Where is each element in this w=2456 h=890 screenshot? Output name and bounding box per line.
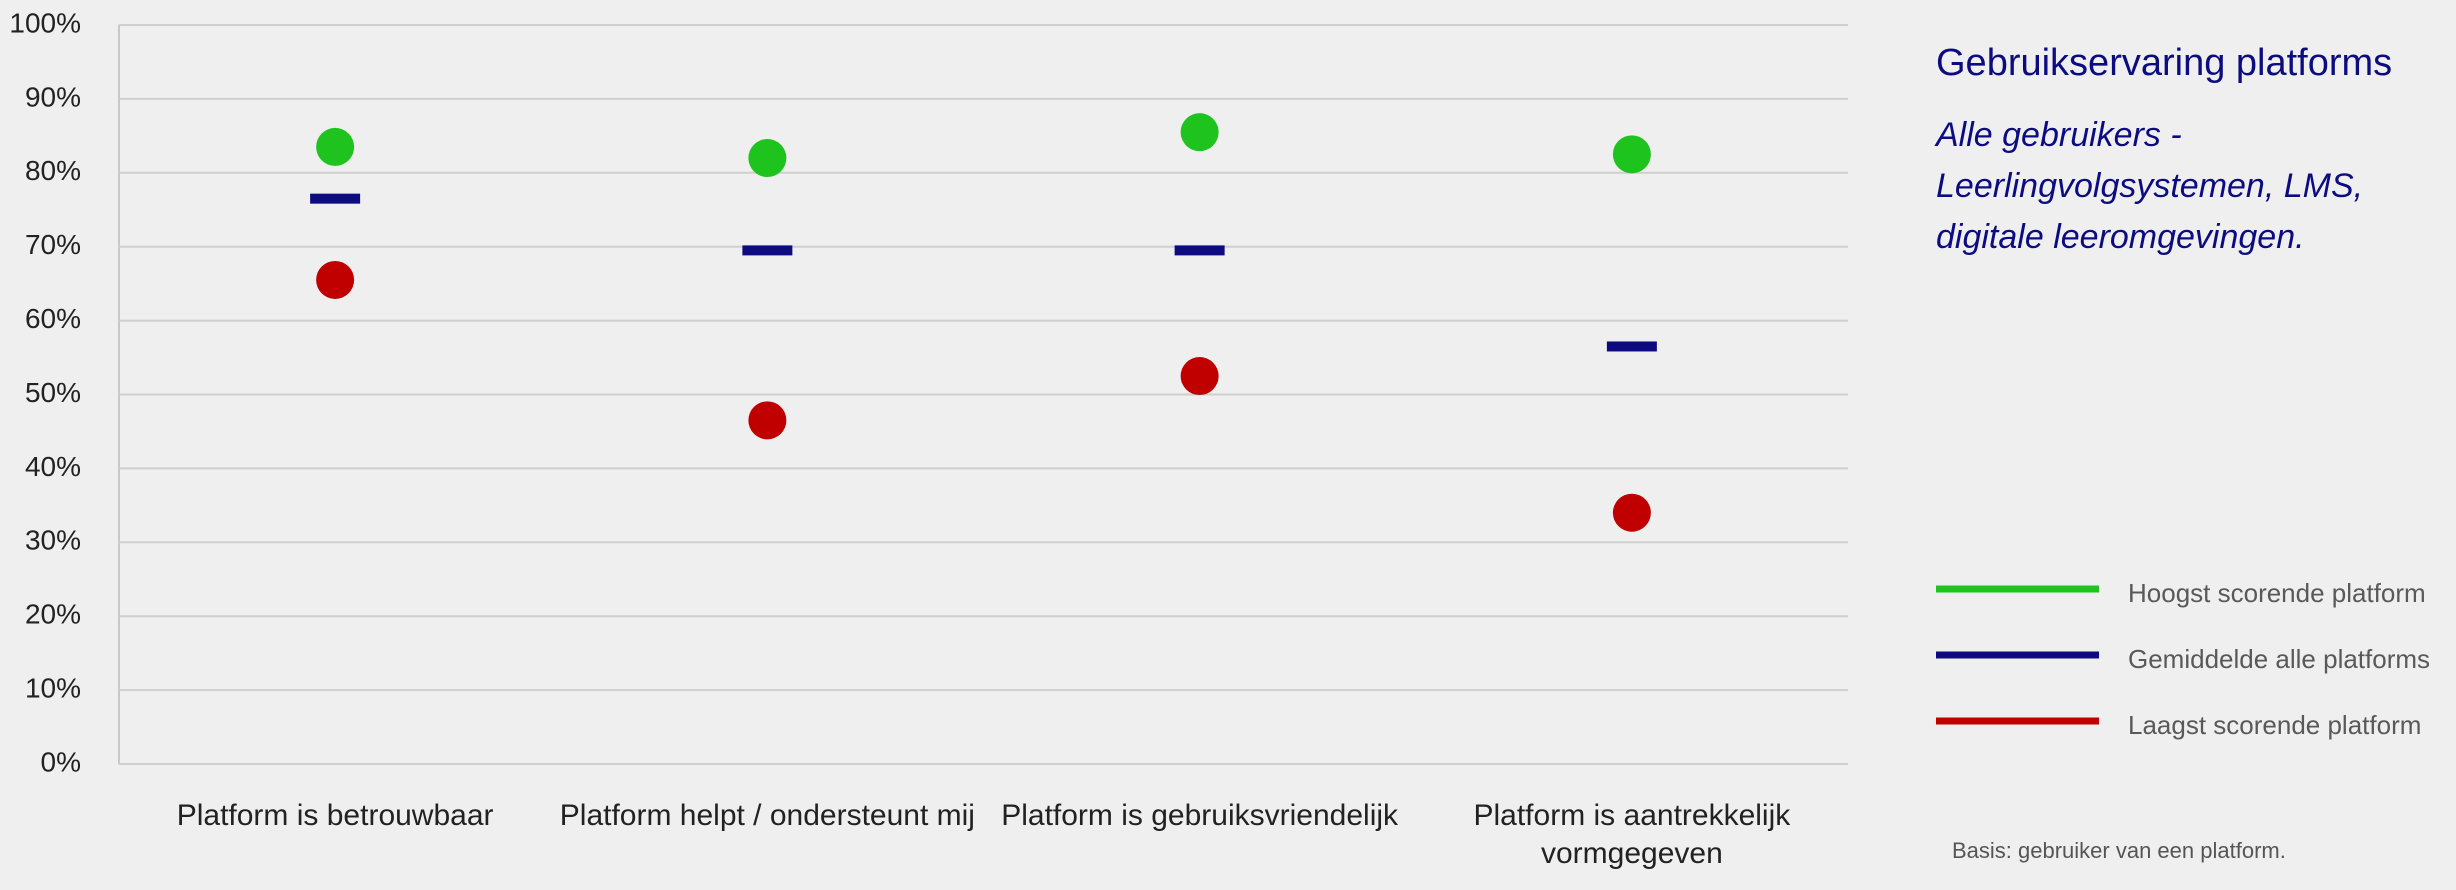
x-tick-label: Platform is betrouwbaar xyxy=(176,799,494,832)
y-tick-label: 0% xyxy=(41,746,81,777)
dot xyxy=(748,401,787,440)
dot xyxy=(316,127,355,166)
y-tick-label: 50% xyxy=(25,377,81,408)
mean-marker xyxy=(310,193,361,204)
x-tick-label: Platform is aantrekkelijk vormgegeven xyxy=(1473,799,1791,870)
y-tick-label: 70% xyxy=(25,229,81,260)
dot xyxy=(1180,357,1219,396)
chart-subtitle: Alle gebruikers - Leerlingvolgsystemen, … xyxy=(1936,116,2364,256)
y-tick-label: 80% xyxy=(25,155,81,186)
mean-marker xyxy=(1606,341,1657,352)
dot xyxy=(1612,135,1651,174)
y-tick-label: 30% xyxy=(25,525,81,556)
y-tick-label: 100% xyxy=(9,7,81,38)
y-tick-label: 90% xyxy=(25,81,81,112)
dot xyxy=(316,260,355,299)
legend-label: Laagst scorende platform xyxy=(2128,710,2421,740)
dot xyxy=(748,139,787,178)
x-tick-label: Platform helpt / ondersteunt mij xyxy=(559,799,975,832)
dot xyxy=(1612,493,1651,532)
note: Basis: gebruiker van een platform. xyxy=(1952,838,2286,863)
y-tick-label: 60% xyxy=(25,303,81,334)
dot xyxy=(1180,113,1219,152)
legend-label: Gemiddelde alle platforms xyxy=(2128,644,2430,674)
mean-marker xyxy=(1174,245,1225,256)
y-tick-label: 10% xyxy=(25,672,81,703)
chart-title: Gebruikservaring platforms xyxy=(1936,42,2393,84)
mean-marker xyxy=(742,245,793,256)
y-tick-label: 20% xyxy=(25,599,81,630)
x-tick-label: Platform is gebruiksvriendelijk xyxy=(1001,799,1399,832)
legend-label: Hoogst scorende platform xyxy=(2128,578,2426,608)
y-tick-label: 40% xyxy=(25,451,81,482)
